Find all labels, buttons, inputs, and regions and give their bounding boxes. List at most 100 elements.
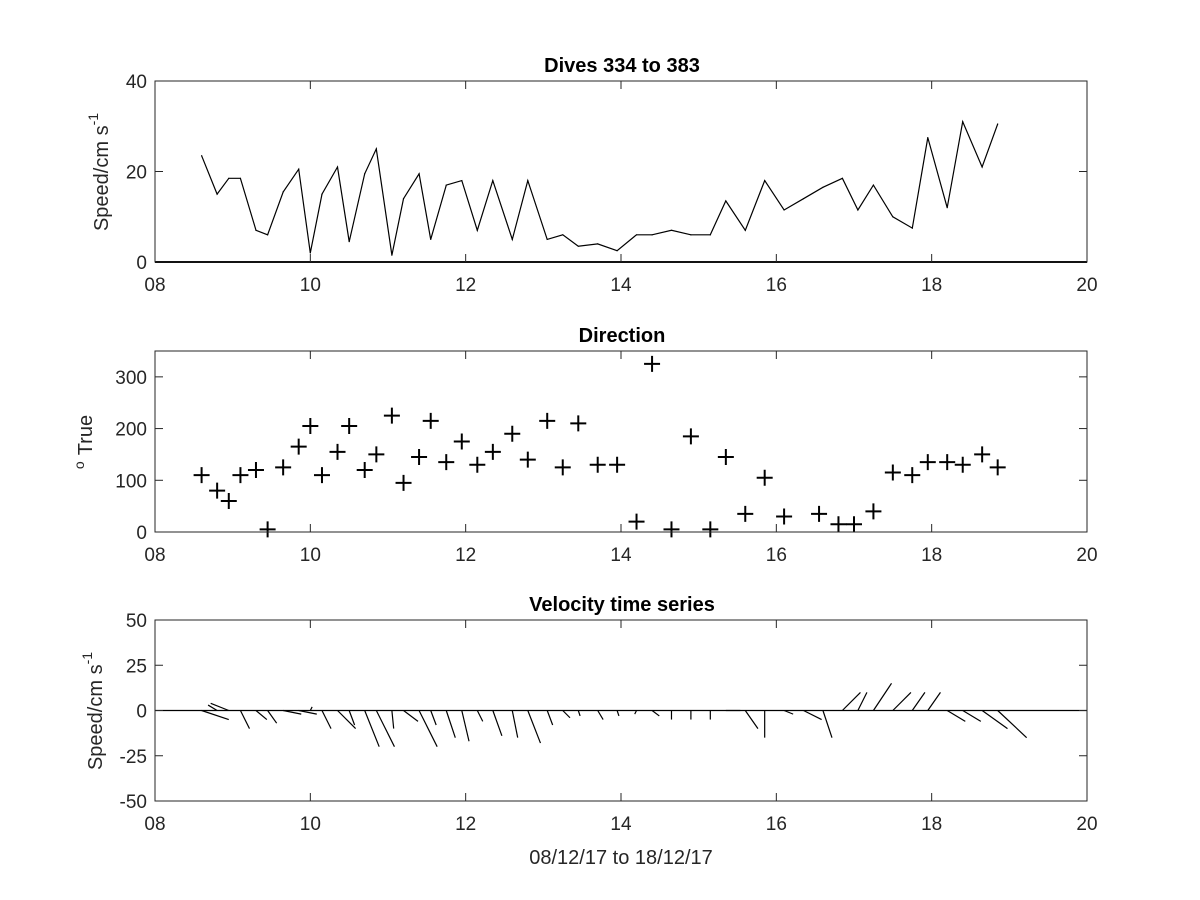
velocity-stick (634, 710, 638, 715)
direction-marker (313, 467, 330, 484)
speed-data-point (670, 229, 673, 231)
velocity-x-tick-label: 12 (455, 814, 476, 835)
direction-chart-title: Direction (579, 325, 666, 347)
velocity-stick (476, 710, 484, 722)
direction-marker (954, 456, 971, 473)
speed-data-point (997, 123, 999, 125)
direction-marker (589, 456, 606, 473)
speed-data-point (391, 254, 393, 256)
velocity-stick (511, 710, 519, 738)
velocity-stick (597, 710, 604, 720)
velocity-y-axis-label-main: Speed/cm s (85, 664, 107, 770)
direction-y-tick-label: 0 (136, 523, 147, 544)
direction-marker (453, 433, 470, 450)
direction-marker (469, 456, 486, 473)
velocity-stick (822, 710, 833, 738)
speed-data-point (690, 234, 692, 236)
speed-data-point (201, 155, 203, 157)
velocity-stick (492, 710, 503, 737)
velocity-stick (403, 710, 419, 722)
speed-data-points (201, 121, 999, 256)
speed-data-point (616, 250, 618, 252)
velocity-y-tick-label: -50 (120, 792, 147, 813)
speed-data-point (744, 229, 746, 231)
direction-markers (193, 355, 1006, 538)
direction-marker (776, 508, 793, 525)
direction-marker (411, 449, 428, 466)
direction-marker (438, 454, 455, 471)
speed-data-point (348, 241, 350, 243)
speed-data-point (309, 252, 311, 254)
velocity-stick (418, 710, 438, 747)
speed-data-point (418, 173, 420, 175)
speed-data-point (336, 166, 339, 168)
direction-y-axis-label: o True (71, 415, 97, 469)
speed-data-point (402, 198, 405, 200)
velocity-stick (337, 710, 357, 730)
direction-marker (846, 516, 862, 533)
velocity-stick (546, 710, 554, 726)
speed-data-point (577, 245, 579, 247)
direction-x-tick-label: 14 (610, 545, 632, 566)
velocity-stick (744, 710, 759, 729)
velocity-stick (927, 692, 941, 711)
velocity-chart-title: Velocity time series (529, 594, 715, 616)
velocity-sticks (201, 683, 1028, 747)
direction-marker (259, 521, 276, 538)
speed-data-point (298, 168, 300, 170)
velocity-stick (892, 691, 912, 711)
speed-data-point (927, 136, 929, 139)
speed-data-point (841, 177, 843, 179)
velocity-y-tick-label: 50 (126, 611, 147, 632)
velocity-stick (997, 710, 1028, 739)
velocity-x-tick-label: 18 (921, 814, 942, 835)
speed-y-axis-label-exponent: -1 (85, 113, 101, 126)
speed-data-point (981, 166, 983, 168)
speed-x-tick-label: 08 (144, 275, 165, 296)
direction-marker (356, 461, 373, 478)
speed-data-point (911, 227, 913, 229)
direction-x-tick-label: 08 (144, 545, 165, 566)
speed-data-point (321, 193, 323, 195)
speed-data-point (375, 148, 377, 150)
direction-marker (383, 407, 400, 424)
direction-marker (570, 415, 587, 432)
speed-data-point (546, 238, 548, 240)
velocity-stick (527, 710, 542, 744)
speed-data-point (725, 200, 727, 202)
speed-panel: Dives 334 to 383 Speed/cm s-1 08 10 12 14 16… (85, 55, 1098, 296)
velocity-stick (207, 704, 218, 712)
velocity-stick (239, 710, 251, 729)
velocity-stick (857, 692, 868, 711)
speed-y-axis-label-main: Speed/cm s (91, 125, 113, 231)
velocity-axis-ticks: 08 10 12 14 16 18 20 -50 -25 0 25 50 (120, 611, 1098, 835)
direction-marker (609, 456, 626, 473)
velocity-stick (651, 710, 660, 717)
direction-marker (484, 443, 501, 460)
velocity-y-tick-label: 0 (136, 702, 147, 723)
direction-x-tick-label: 12 (455, 545, 476, 566)
speed-data-point (255, 229, 257, 231)
velocity-stick (562, 710, 571, 719)
velocity-panel: Velocity time series Speed/cm s-1 08 10 12… (79, 594, 1098, 869)
speed-data-point (430, 238, 432, 240)
speed-data-point (635, 234, 638, 236)
direction-marker (939, 454, 956, 471)
direction-marker (329, 443, 346, 460)
speed-x-tick-label: 10 (300, 275, 321, 296)
speed-y-tick-label: 0 (136, 253, 147, 274)
direction-marker (247, 461, 264, 478)
direction-marker (554, 459, 571, 476)
velocity-stick (210, 702, 230, 712)
velocity-stick (946, 709, 966, 722)
direction-marker (830, 516, 847, 533)
speed-data-point (228, 177, 230, 179)
speed-data-point (802, 198, 805, 200)
direction-axes-box (154, 350, 1088, 533)
speed-data-point (962, 121, 964, 123)
direction-y-tick-label: 100 (115, 471, 147, 492)
direction-marker (193, 467, 210, 484)
velocity-stick (309, 706, 313, 711)
